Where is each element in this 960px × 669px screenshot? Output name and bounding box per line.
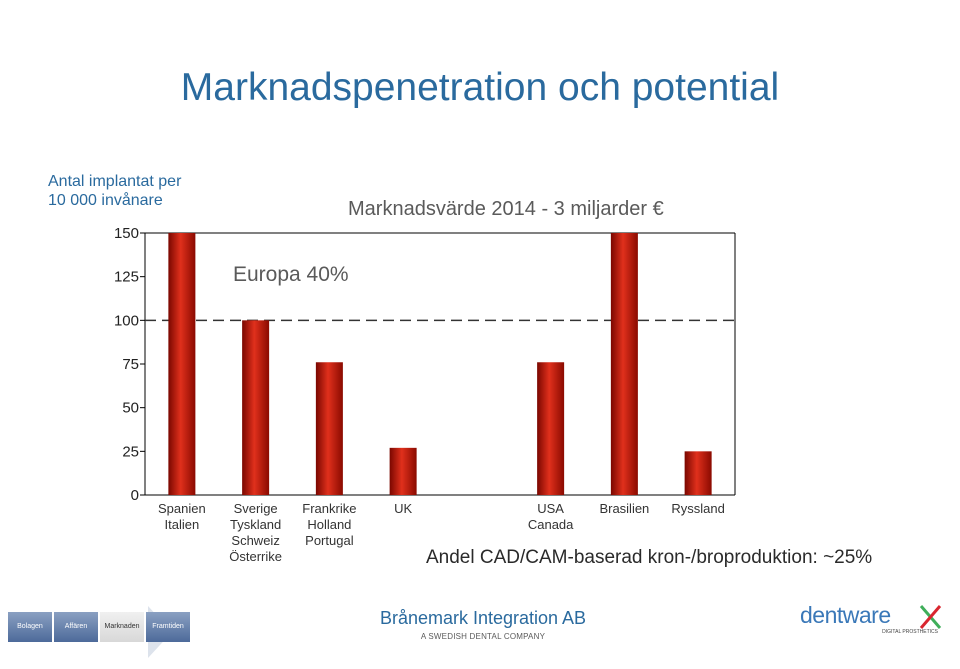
y-tick-label: 100 bbox=[114, 312, 139, 329]
bar-frankrike bbox=[315, 362, 343, 495]
x-tick-label: Ryssland bbox=[671, 501, 724, 516]
nav-item-bolagen[interactable]: Bolagen bbox=[8, 612, 52, 642]
x-tick-label: Italien bbox=[165, 517, 200, 532]
bar-ryssland bbox=[684, 451, 712, 495]
x-tick-label: UK bbox=[394, 501, 412, 516]
logo-wordmark: dentware bbox=[800, 602, 891, 628]
company-brand: Brånemark Integration AB A SWEDISH DENTA… bbox=[378, 608, 588, 641]
logo-x-icon bbox=[919, 605, 942, 629]
y-tick-label: 125 bbox=[114, 269, 139, 286]
company-name: Brånemark Integration AB bbox=[379, 608, 587, 628]
dentware-logo: dentware DIGITAL PROSTHETICS bbox=[800, 602, 950, 635]
bar-spanien bbox=[168, 233, 196, 495]
europe-annotation: Europa 40% bbox=[233, 263, 349, 286]
nav-item-framtiden[interactable]: Framtiden bbox=[146, 612, 190, 642]
x-tick-label: Holland bbox=[307, 517, 351, 532]
y-axis-label-line2: 10 000 invånare bbox=[48, 192, 163, 209]
y-tick-label: 0 bbox=[131, 487, 139, 504]
bar-uk bbox=[389, 447, 417, 495]
cad-annotation: Andel CAD/CAM-baserad kron-/broproduktio… bbox=[426, 547, 873, 568]
x-tick-label: Sverige bbox=[234, 501, 278, 516]
nav-item-marknaden[interactable]: Marknaden bbox=[100, 612, 144, 642]
y-tick-label: 150 bbox=[114, 225, 139, 242]
logo-tagline: DIGITAL PROSTHETICS bbox=[882, 629, 938, 635]
slide-title: Marknadspenetration och potential bbox=[180, 66, 780, 109]
chart-title: Marknadsvärde 2014 - 3 miljarder € bbox=[348, 198, 664, 220]
x-tick-label: Portugal bbox=[305, 533, 354, 548]
y-tick-label: 75 bbox=[122, 356, 139, 373]
slide-footer: Bolagen Affären Marknaden Framtiden Brån… bbox=[0, 598, 960, 669]
y-axis-label-line1: Antal implantat per bbox=[48, 173, 182, 190]
nav-item-affaren[interactable]: Affären bbox=[54, 612, 98, 642]
x-tick-label: Frankrike bbox=[302, 501, 356, 516]
bar-brasilien bbox=[610, 233, 638, 495]
x-tick-label: Österrike bbox=[229, 549, 282, 564]
company-tagline: A SWEDISH DENTAL COMPANY bbox=[420, 632, 546, 641]
y-tick-label: 25 bbox=[122, 443, 139, 460]
x-tick-label: Spanien bbox=[158, 501, 206, 516]
bar-usa bbox=[537, 362, 565, 495]
x-tick-label: USA bbox=[537, 501, 564, 516]
x-tick-label: Canada bbox=[528, 517, 574, 532]
y-axis-label: Antal implantat per 10 000 invånare bbox=[48, 172, 181, 210]
y-tick-label: 50 bbox=[122, 400, 139, 417]
x-tick-label: Schweiz bbox=[231, 533, 279, 548]
bar-sverige bbox=[242, 320, 270, 495]
x-tick-label: Tyskland bbox=[230, 517, 281, 532]
x-tick-label: Brasilien bbox=[599, 501, 649, 516]
section-nav: Bolagen Affären Marknaden Framtiden bbox=[8, 606, 190, 658]
